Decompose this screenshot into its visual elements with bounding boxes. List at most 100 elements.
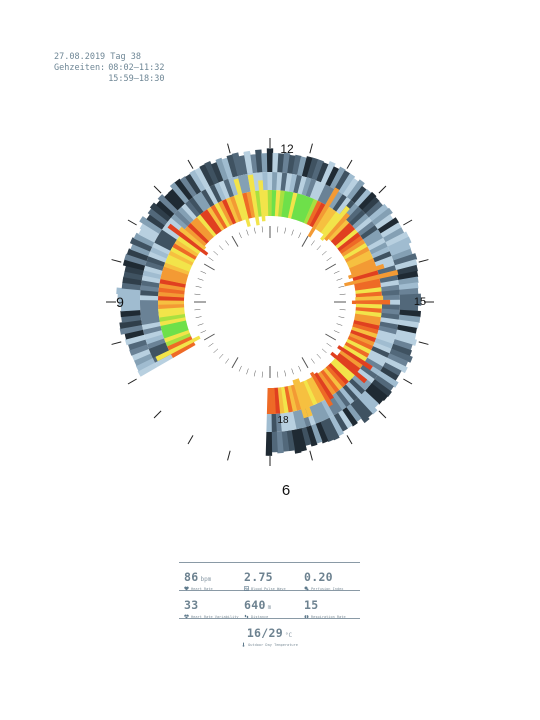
- activity-bar-inner: [351, 326, 378, 339]
- activity-bar-inner: [158, 303, 185, 310]
- activity-bar-outer: [396, 324, 417, 335]
- activity-bar-outer: [261, 153, 268, 173]
- activity-bar-inner: [280, 386, 289, 414]
- activity-bar-inner: [158, 282, 186, 291]
- hrv-value: 33: [184, 598, 199, 612]
- activity-bar-outer: [120, 309, 141, 318]
- stat-perfusion-index: 0.20 Perfusion Index: [299, 563, 360, 591]
- activity-bar-inner: [318, 209, 337, 233]
- activity-bar-outer: [387, 236, 412, 252]
- activity-bar-inner: [339, 350, 363, 369]
- activity-bar-outer: [194, 167, 211, 190]
- activity-bar-outer: [316, 162, 329, 183]
- activity-bar-outer: [292, 154, 302, 175]
- activity-bar-outer: [301, 156, 313, 178]
- inner-tick: [231, 235, 239, 247]
- activity-bar-mid: [359, 364, 378, 380]
- activity-bar-inner: [203, 209, 222, 233]
- outer-tick: [187, 159, 194, 169]
- activity-bar-outer: [306, 157, 319, 179]
- activity-bar-mid: [348, 378, 366, 395]
- clock-ticks: [106, 138, 434, 466]
- activity-bar-outer: [147, 208, 169, 226]
- activity-bar-inner: [190, 219, 212, 242]
- inner-tick: [326, 257, 332, 262]
- activity-bar-outer: [361, 390, 379, 409]
- activity-bar-inner: [333, 225, 356, 247]
- activity-bar-outer: [127, 339, 148, 351]
- activity-bar-outer: [399, 299, 422, 306]
- activity-bar-inner: [352, 323, 379, 335]
- activity-bar-outer: [391, 248, 413, 261]
- activity-bar-mid: [293, 174, 303, 194]
- activity-bar-outer: [394, 334, 417, 346]
- activity-bar-outer: [358, 191, 377, 211]
- activity-bar-inner: [320, 369, 340, 393]
- activity-bar-outer: [122, 276, 142, 286]
- activity-bar-outer: [124, 329, 145, 340]
- activity-bar-mid: [357, 368, 375, 384]
- activity-bar-inner: [159, 313, 186, 322]
- activity-bar-inner: [346, 338, 372, 355]
- activity-bar-mid: [279, 413, 287, 432]
- activity-bar-outer: [350, 185, 367, 204]
- inner-tick: [298, 365, 302, 372]
- stats-panel: 86 bpm Heart Rate 2.75 Blood Pulse Wave 0…: [179, 562, 360, 647]
- activity-bar-outer: [371, 207, 393, 226]
- activity-bar-inner: [274, 387, 281, 414]
- activity-bar-outer: [226, 154, 239, 178]
- activity-bar-mid: [372, 342, 392, 354]
- inner-tick: [339, 309, 346, 311]
- activity-bar-inner: [165, 332, 192, 347]
- heart-rate-unit: bpm: [200, 576, 212, 583]
- activity-bar-outer: [342, 177, 359, 198]
- inner-tick: [197, 278, 204, 281]
- stat-distance: 640 m Distance: [239, 591, 299, 619]
- activity-bar-mid: [375, 333, 395, 345]
- activity-bar-outer: [231, 152, 243, 177]
- respiration-rate-label: Respiration Rate: [311, 614, 346, 619]
- activity-bar-inner: [322, 367, 343, 391]
- activity-bar-mid: [141, 321, 161, 330]
- activity-bar-inner: [167, 223, 209, 256]
- activity-bar-outer: [385, 231, 409, 248]
- inner-tick: [326, 342, 332, 347]
- activity-bar-inner: [166, 254, 193, 269]
- activity-bar-outer: [126, 248, 149, 261]
- walk-times: Gehzeiten: 08:02–11:32 15:59–18:30: [54, 63, 164, 85]
- activity-bar-outer: [337, 410, 353, 429]
- activity-bar-inner: [225, 197, 240, 223]
- activity-bar-inner: [221, 198, 237, 225]
- activity-bar-mid: [177, 206, 194, 224]
- activity-bar-outer: [382, 362, 402, 377]
- activity-bar-outer: [365, 200, 384, 218]
- inner-tick: [338, 316, 345, 319]
- respiration-rate-value: 15: [304, 598, 319, 612]
- activity-bar-mid: [374, 338, 394, 350]
- walk-time-1: 08:02–11:32: [108, 63, 165, 73]
- activity-bar-mid: [262, 172, 269, 191]
- inner-tick: [261, 226, 263, 233]
- activity-bar-inner: [295, 378, 313, 418]
- activity-bar-outer: [157, 194, 179, 215]
- activity-bar-outer: [397, 319, 419, 329]
- activity-bar-inner: [165, 258, 191, 272]
- distance-value: 640: [244, 598, 266, 612]
- stat-respiration-rate: 15 Respiration Rate: [299, 591, 360, 619]
- activity-bar-mid: [377, 265, 397, 275]
- activity-bar-mid: [252, 172, 260, 192]
- inner-tick: [213, 250, 219, 256]
- outer-tick: [309, 143, 313, 154]
- activity-bar-outer: [333, 412, 348, 432]
- activity-bar-mid: [301, 177, 312, 196]
- inner-tick: [218, 245, 224, 251]
- activity-bar-mid: [196, 191, 211, 210]
- activity-bar-mid: [342, 384, 358, 402]
- activity-bar-outer: [138, 228, 157, 243]
- activity-bar-outer: [315, 421, 329, 444]
- inner-tick: [225, 358, 230, 364]
- activity-bar-outer: [396, 264, 418, 276]
- blood-pulse-wave-label: Blood Pulse Wave: [251, 586, 286, 591]
- activity-bar-inner: [266, 387, 272, 414]
- activity-bar-inner: [159, 316, 187, 327]
